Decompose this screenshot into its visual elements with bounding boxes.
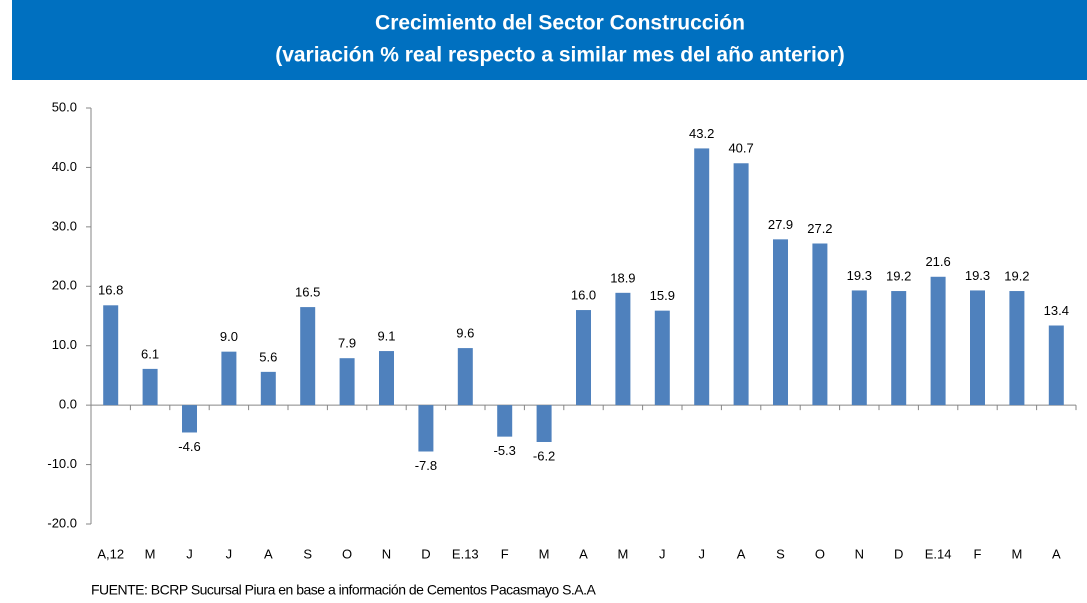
x-tick-label: N — [382, 546, 391, 561]
x-tick-label: E.14 — [925, 546, 952, 561]
value-label: 27.9 — [768, 217, 793, 232]
x-tick-label: N — [855, 546, 864, 561]
y-tick-label: 40.0 — [52, 159, 77, 174]
value-label: -7.8 — [415, 458, 437, 473]
value-label: 16.0 — [571, 287, 596, 302]
x-tick-label: J — [186, 546, 193, 561]
x-tick-label: A — [1052, 546, 1061, 561]
x-tick-label: D — [421, 546, 430, 561]
x-tick-label: A — [737, 546, 746, 561]
value-label: -4.6 — [178, 439, 200, 454]
bar — [970, 290, 985, 406]
value-label: 18.9 — [610, 270, 635, 285]
y-tick-label: -10.0 — [47, 456, 77, 471]
value-label: 40.7 — [728, 141, 753, 156]
bar — [221, 351, 237, 406]
chart-subtitle: (variación % real respecto a similar mes… — [275, 44, 845, 67]
bar — [260, 371, 276, 406]
bar — [457, 348, 473, 406]
x-tick-label: A — [264, 546, 273, 561]
x-tick-label: F — [501, 546, 509, 561]
x-tick-label: D — [894, 546, 903, 561]
value-label: 43.2 — [689, 126, 714, 141]
value-label: 19.2 — [886, 268, 911, 283]
x-tick-label: J — [659, 546, 666, 561]
x-tick-label: S — [776, 546, 785, 561]
x-tick-label: O — [342, 546, 352, 561]
value-label: 19.3 — [965, 268, 990, 283]
value-label: 9.0 — [220, 329, 238, 344]
x-tick-label: J — [226, 546, 233, 561]
bar — [182, 405, 197, 433]
y-tick-label: 20.0 — [52, 278, 77, 293]
x-tick-label: M — [617, 546, 628, 561]
value-label: 19.2 — [1004, 268, 1029, 283]
value-label: 15.9 — [650, 288, 675, 303]
x-tick-label: F — [974, 546, 982, 561]
bar — [733, 163, 749, 406]
y-tick-label: 30.0 — [52, 218, 77, 233]
y-tick-label: -20.0 — [47, 515, 77, 530]
bar — [694, 148, 710, 406]
x-tick-label: M — [1011, 546, 1022, 561]
bar — [497, 405, 513, 437]
value-label: 5.6 — [259, 349, 277, 364]
x-tick-label: M — [145, 546, 156, 561]
value-label: 9.6 — [456, 326, 474, 341]
title-banner — [12, 0, 1087, 80]
value-label: 16.5 — [295, 285, 320, 300]
value-label: -6.2 — [533, 448, 555, 463]
value-label: 7.9 — [338, 336, 356, 351]
value-label: 6.1 — [141, 346, 159, 361]
bar — [1009, 291, 1025, 406]
bar — [379, 351, 394, 406]
x-tick-label: S — [303, 546, 312, 561]
bar — [536, 405, 552, 442]
source-note: FUENTE: BCRP Sucursal Piura en base a in… — [91, 582, 597, 598]
bar — [1048, 325, 1064, 406]
value-label: -5.3 — [493, 443, 515, 458]
bar — [418, 405, 434, 452]
x-tick-label: E.13 — [452, 546, 479, 561]
bar — [142, 368, 158, 406]
bar — [654, 310, 670, 406]
value-label: 16.8 — [98, 283, 123, 298]
bar — [615, 292, 631, 406]
bar — [851, 290, 867, 406]
bar — [103, 305, 119, 406]
bar — [300, 307, 316, 406]
bar — [930, 276, 946, 406]
value-label: 27.2 — [807, 221, 832, 236]
y-tick-label: 10.0 — [52, 337, 77, 352]
chart-title: Crecimiento del Sector Construcción — [375, 12, 745, 35]
bar — [891, 291, 907, 406]
bar — [576, 310, 591, 406]
x-tick-label: A — [579, 546, 588, 561]
x-tick-label: A,12 — [97, 546, 124, 561]
value-label: 9.1 — [377, 329, 395, 344]
value-label: 21.6 — [925, 254, 950, 269]
x-tick-label: J — [698, 546, 705, 561]
bar — [339, 358, 355, 406]
bar — [812, 243, 828, 406]
x-tick-label: M — [539, 546, 550, 561]
y-tick-label: 50.0 — [52, 99, 77, 114]
value-label: 13.4 — [1044, 303, 1069, 318]
bar — [773, 239, 788, 406]
value-label: 19.3 — [847, 268, 872, 283]
x-tick-label: O — [815, 546, 825, 561]
y-tick-label: 0.0 — [59, 397, 77, 412]
